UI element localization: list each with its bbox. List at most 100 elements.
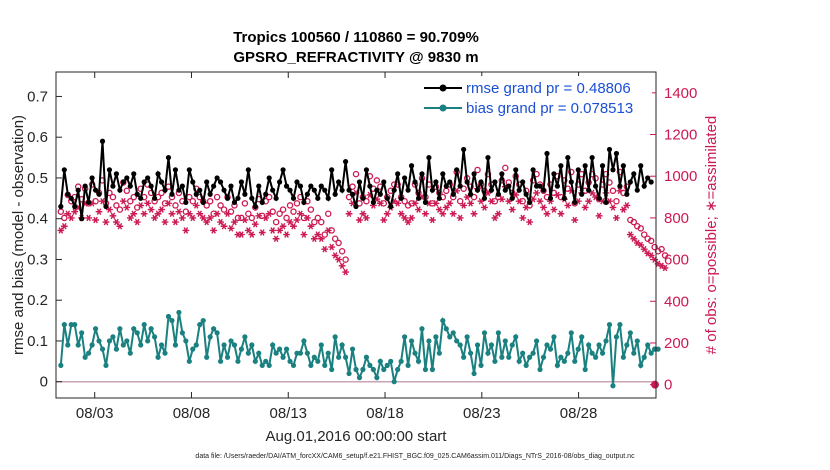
bias-point (61, 322, 67, 328)
obs-assimilated-marker (435, 206, 443, 213)
obs-possible-marker (335, 239, 342, 247)
obs-assimilated-marker (533, 189, 540, 197)
rmse-point (492, 179, 498, 185)
bias-point (551, 334, 557, 340)
bias-point (589, 350, 595, 356)
obs-possible-marker (241, 200, 249, 207)
bias-point (599, 350, 606, 356)
obs-assimilated-marker (185, 210, 193, 218)
bias-point (190, 346, 196, 352)
y-left-tick-label: 0.3 (27, 251, 48, 268)
bias-point (155, 354, 161, 360)
obs-possible-marker (331, 235, 339, 243)
rmse-point (402, 175, 408, 181)
y-right-axis-label: # of obs: o=possible; ∗=assimilated (703, 116, 720, 355)
bias-point (544, 342, 550, 348)
rmse-point (315, 195, 321, 201)
obs-assimilated-marker (321, 245, 329, 253)
bias-point (179, 330, 185, 336)
bias-point (395, 366, 401, 373)
bias-point (186, 358, 192, 364)
rmse-point (259, 199, 265, 205)
obs-assimilated-marker (244, 227, 252, 234)
rmse-point (405, 187, 411, 193)
rmse-point (266, 175, 272, 181)
obs-assimilated-marker (640, 245, 648, 253)
obs-assimilated-marker (165, 200, 172, 207)
rmse-point (593, 183, 599, 189)
obs-assimilated-marker (269, 227, 277, 234)
bias-point (176, 309, 182, 316)
x-tick-label: 08/03 (76, 405, 114, 422)
bias-point (58, 362, 64, 368)
obs-assimilated-marker (626, 231, 634, 238)
rmse-point (134, 191, 140, 197)
bias-point (561, 358, 567, 364)
obs-possible-marker (279, 206, 287, 213)
rmse-point (440, 171, 446, 177)
rmse-point (436, 195, 442, 201)
obs-assimilated-marker (251, 220, 259, 228)
obs-assimilated-marker (255, 212, 263, 220)
rmse-point (599, 163, 606, 169)
obs-assimilated-marker (609, 204, 617, 211)
obs-possible-marker (314, 214, 322, 222)
rmse-point (481, 195, 488, 201)
rmse-point (183, 199, 189, 205)
rmse-point (165, 154, 172, 161)
obs-possible-marker (217, 202, 224, 209)
bias-point (499, 354, 505, 360)
obs-assimilated-marker (265, 210, 273, 218)
bias-point (565, 350, 571, 356)
y-left-tick-label: 0.5 (27, 170, 48, 187)
rmse-point (200, 199, 206, 205)
bias-point (617, 322, 623, 328)
obs-assimilated-marker (310, 235, 318, 243)
obs-possible-marker (613, 197, 620, 205)
obs-assimilated-marker (408, 214, 415, 222)
bias-point (586, 342, 592, 348)
y-right-tick-label: 800 (664, 210, 689, 227)
rmse-point (141, 179, 147, 185)
rmse-point (606, 146, 613, 153)
obs-assimilated-marker (92, 216, 99, 224)
rmse-point (558, 163, 564, 169)
bias-point (547, 346, 554, 352)
rmse-point (113, 171, 119, 177)
obs-assimilated-marker (491, 214, 499, 222)
obs-assimilated-marker (119, 197, 127, 205)
obs-assimilated-marker (85, 214, 93, 222)
rmse-point (499, 171, 505, 177)
obs-assimilated-marker (460, 202, 468, 209)
rmse-point (145, 175, 151, 181)
bias-point (398, 358, 404, 364)
rmse-point (547, 195, 554, 201)
obs-assimilated-marker (554, 191, 561, 199)
bias-point (162, 350, 168, 356)
y-right-tick-label: 400 (664, 293, 689, 310)
bias-point (315, 358, 321, 364)
rmse-point (433, 179, 439, 185)
obs-assimilated-marker (564, 202, 572, 209)
rmse-point (561, 195, 567, 201)
rmse-point (204, 179, 210, 185)
rmse-point (332, 191, 338, 197)
rmse-point (61, 167, 67, 173)
obs-possible-marker (568, 168, 575, 176)
rmse-point (516, 187, 522, 193)
bias-point (648, 350, 654, 356)
bias-point (148, 326, 154, 332)
rmse-point (214, 175, 220, 181)
bias-point (638, 362, 644, 368)
obs-assimilated-marker (123, 204, 131, 211)
legend: rmse grand pr = 0.48806 bias grand pr = … (420, 76, 652, 120)
rmse-point (249, 195, 255, 201)
rmse-point (370, 199, 376, 205)
rmse-point (65, 191, 71, 197)
bias-point (72, 322, 78, 328)
obs-assimilated-marker (397, 210, 405, 218)
obs-possible-marker (647, 237, 655, 245)
rmse-point (513, 167, 519, 173)
rmse-point (172, 167, 179, 173)
plot-area (56, 72, 656, 398)
